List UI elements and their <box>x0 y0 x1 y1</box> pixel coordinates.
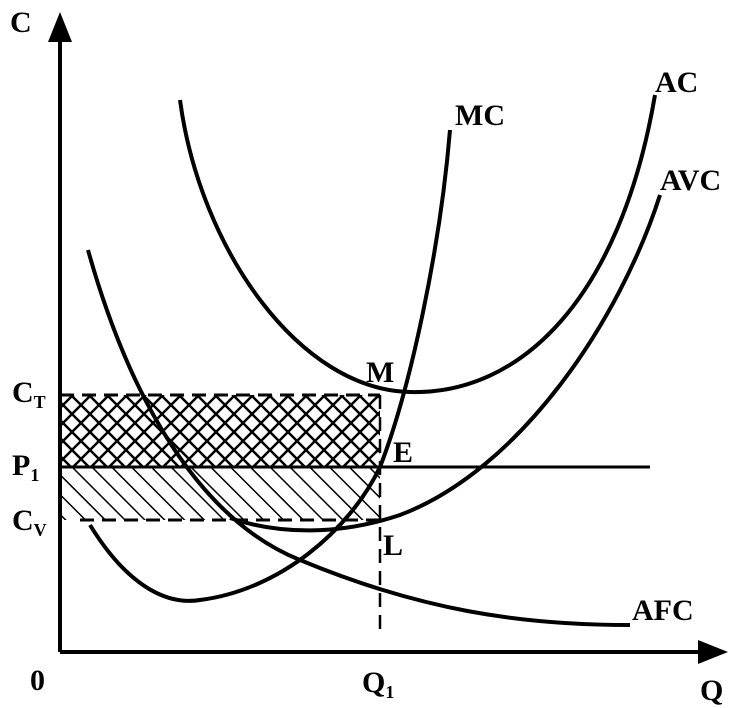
ac-label: AC <box>655 66 698 99</box>
level-label: CV <box>12 504 47 540</box>
mc-curve <box>88 129 452 603</box>
point-e: E <box>393 436 413 469</box>
origin-label: 0 <box>30 664 45 697</box>
label-main: C <box>12 504 34 537</box>
hatch-variable <box>60 467 380 520</box>
q1-label: Q1 <box>362 666 394 702</box>
label-main: Q <box>362 666 385 699</box>
y-label: C <box>10 6 32 39</box>
label-main: P <box>12 449 30 482</box>
point-m: M <box>366 356 394 389</box>
x-label: Q <box>700 674 723 707</box>
afc-label: AFC <box>632 594 694 627</box>
level-label: P1 <box>12 449 39 485</box>
y-arrow <box>48 12 72 42</box>
x-arrow <box>698 640 728 664</box>
ac-curve <box>178 94 657 395</box>
label-sub: T <box>34 392 46 412</box>
hatch-fixed <box>60 395 380 467</box>
avc-curve <box>229 194 662 533</box>
point-l: L <box>383 529 403 562</box>
avc-label: AVC <box>660 164 721 197</box>
level-label: CT <box>12 376 46 412</box>
afc-curve <box>86 249 631 627</box>
mc-label: MC <box>455 99 505 132</box>
label-sub: V <box>34 520 47 540</box>
label-main: C <box>12 376 34 409</box>
label-sub: 1 <box>385 682 394 702</box>
label-sub: 1 <box>30 465 39 485</box>
